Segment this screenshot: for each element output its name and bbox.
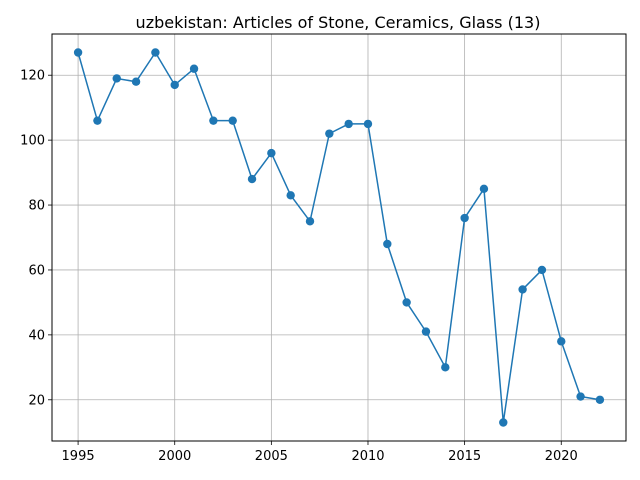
data-point xyxy=(421,327,431,336)
chart-title: uzbekistan: Articles of Stone, Ceramics,… xyxy=(136,13,541,32)
x-axis: 1995 2000 2005 2010 2015 2020 xyxy=(62,441,578,464)
data-point xyxy=(131,77,141,86)
x-tick-label: 2015 xyxy=(448,449,481,464)
y-tick-label: 80 xyxy=(28,199,45,214)
data-point xyxy=(170,80,179,90)
y-tick-label: 60 xyxy=(28,263,45,278)
plot-frame xyxy=(51,33,627,442)
data-point xyxy=(93,116,102,125)
grid-lines xyxy=(52,34,626,441)
x-tick-label: 2005 xyxy=(255,449,288,464)
data-series xyxy=(73,48,605,427)
data-point xyxy=(518,285,527,294)
y-axis: 20 40 60 80 100 120 xyxy=(20,69,52,408)
x-tick-label: 2000 xyxy=(158,449,191,464)
y-tick-label: 120 xyxy=(20,69,45,84)
y-tick-label: 40 xyxy=(28,328,45,343)
data-point xyxy=(537,265,547,275)
data-point xyxy=(557,337,566,346)
data-point xyxy=(402,298,411,307)
data-point xyxy=(286,191,295,200)
data-point xyxy=(441,363,450,372)
data-point xyxy=(112,74,121,83)
x-tick-label: 1995 xyxy=(62,449,95,464)
data-point xyxy=(189,64,199,73)
data-point xyxy=(363,119,373,129)
data-point xyxy=(576,392,585,401)
data-point xyxy=(479,184,489,194)
data-point xyxy=(460,213,469,223)
data-point xyxy=(305,217,315,226)
data-point xyxy=(325,129,334,138)
data-point xyxy=(151,48,160,57)
x-tick-label: 2020 xyxy=(545,449,578,464)
data-point xyxy=(499,418,508,427)
data-point xyxy=(383,239,392,249)
series-line xyxy=(77,51,601,424)
data-point xyxy=(267,148,276,158)
data-point xyxy=(228,116,237,125)
y-tick-label: 20 xyxy=(28,393,45,408)
x-tick-label: 2010 xyxy=(351,449,384,464)
data-point xyxy=(344,119,353,129)
data-point xyxy=(209,116,218,125)
data-point xyxy=(595,395,605,404)
data-point xyxy=(73,48,83,57)
data-point xyxy=(247,174,257,184)
y-tick-label: 100 xyxy=(20,134,45,149)
